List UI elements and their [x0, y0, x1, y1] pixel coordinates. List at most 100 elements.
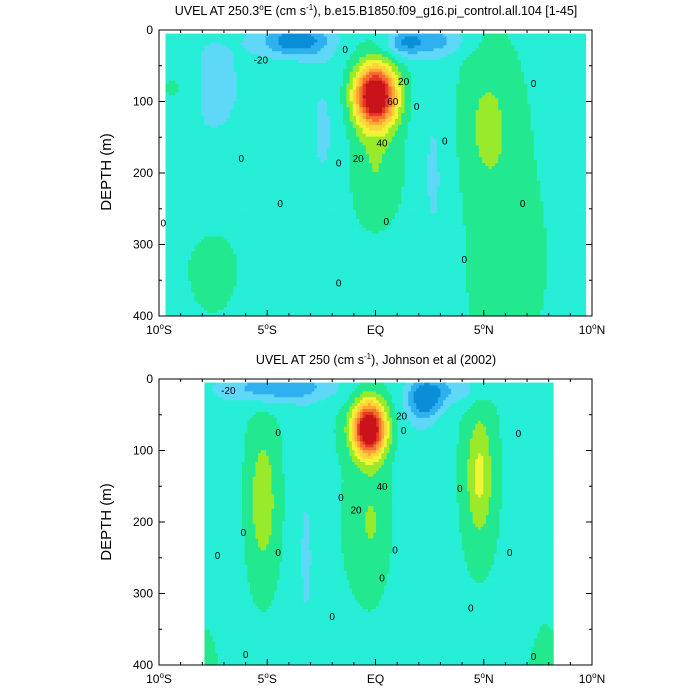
contour-cell [285, 204, 289, 208]
contour-cell [197, 260, 202, 264]
contour-cell [171, 104, 176, 108]
contour-cell [213, 54, 218, 58]
contour-cell [191, 142, 196, 146]
contour-cell [197, 301, 202, 305]
contour-cell [165, 213, 170, 217]
contour-cell [175, 251, 180, 255]
contour-cell [265, 289, 270, 294]
contour-cell [230, 89, 234, 94]
contour-cell [233, 42, 238, 46]
contour-cell [201, 221, 205, 226]
contour-cell [210, 271, 215, 276]
contour-cell [210, 60, 215, 64]
contour-cell [191, 65, 196, 70]
contour-cell [171, 236, 176, 241]
contour-cell [259, 74, 264, 79]
contour-cell [165, 201, 170, 205]
contour-cell [201, 304, 205, 308]
contour-cell [259, 265, 264, 270]
contour-cell [255, 83, 260, 88]
contour-cell [210, 210, 215, 214]
contour-cell [223, 130, 228, 135]
contour-cell [246, 71, 251, 76]
contour-cell [268, 313, 273, 316]
contour-cell [236, 251, 241, 255]
contour-cell [233, 118, 238, 123]
contour-cell [223, 157, 228, 161]
contour-cell [281, 80, 286, 85]
contour-cell [188, 292, 192, 296]
contour-cell [188, 215, 192, 220]
contour-cell [285, 292, 289, 296]
contour-cell [230, 215, 234, 220]
contour-cell [223, 248, 228, 252]
contour-cell [249, 207, 254, 211]
contour-cell [165, 157, 170, 161]
contour-cell [278, 168, 283, 173]
contour-cell [171, 54, 176, 58]
contour-cell [184, 71, 189, 76]
contour-cell [278, 215, 283, 220]
contour-cell [255, 204, 260, 208]
contour-cell [285, 142, 289, 146]
contour-cell [201, 192, 205, 196]
contour-cell [217, 201, 222, 205]
contour-cell [201, 233, 205, 238]
contour-cell [230, 33, 234, 38]
contour-cell [165, 271, 170, 276]
contour-cell [275, 57, 280, 61]
contour-cell [201, 45, 205, 49]
contour-cell [265, 186, 270, 191]
contour-cell [259, 277, 264, 282]
contour-cell [204, 36, 209, 41]
contour-cell [259, 286, 264, 291]
contour-cell [188, 204, 192, 208]
contour-cell [168, 280, 173, 285]
contour-cell [239, 298, 244, 302]
contour-cell [259, 186, 264, 191]
contour-cell [168, 186, 173, 191]
contour-cell [249, 163, 254, 167]
contour-cell [226, 121, 231, 126]
contour-cell [285, 271, 289, 276]
contour-cell [278, 177, 283, 182]
contour-cell [220, 295, 225, 299]
contour-cell [230, 254, 234, 258]
contour-cell [178, 195, 183, 199]
contour-cell [207, 227, 212, 232]
contour-cell [171, 301, 176, 305]
contour-cell [171, 89, 176, 94]
contour-cell [236, 313, 241, 316]
contour-cell [262, 168, 267, 173]
contour-cell [255, 310, 260, 314]
contour-cell [239, 115, 244, 120]
contour-cell [281, 118, 286, 123]
contour-cell [210, 110, 215, 114]
contour-cell [226, 189, 231, 194]
contour-cell [191, 86, 196, 91]
contour-cell [210, 95, 215, 99]
contour-cell [275, 201, 280, 205]
contour-cell [243, 263, 247, 267]
contour-cell [217, 283, 222, 288]
contour-cell [265, 245, 270, 249]
contour-cell [268, 301, 273, 305]
contour-cell [207, 33, 212, 38]
contour-cell [262, 118, 267, 123]
contour-cell [285, 80, 289, 85]
contour-cell [210, 277, 215, 282]
contour-cell [213, 265, 218, 270]
contour-cell [168, 204, 173, 208]
contour-cell [262, 60, 267, 64]
contour-cell [165, 124, 170, 129]
contour-cell [243, 127, 247, 132]
contour-cell [226, 51, 231, 55]
contour-cell [191, 271, 196, 276]
contour-cell [197, 171, 202, 176]
contour-cell [217, 127, 222, 132]
contour-cell [210, 313, 215, 316]
contour-cell [230, 71, 234, 76]
contour-cell [275, 148, 280, 152]
contour-cell [184, 160, 189, 164]
contour-cell [252, 71, 257, 76]
